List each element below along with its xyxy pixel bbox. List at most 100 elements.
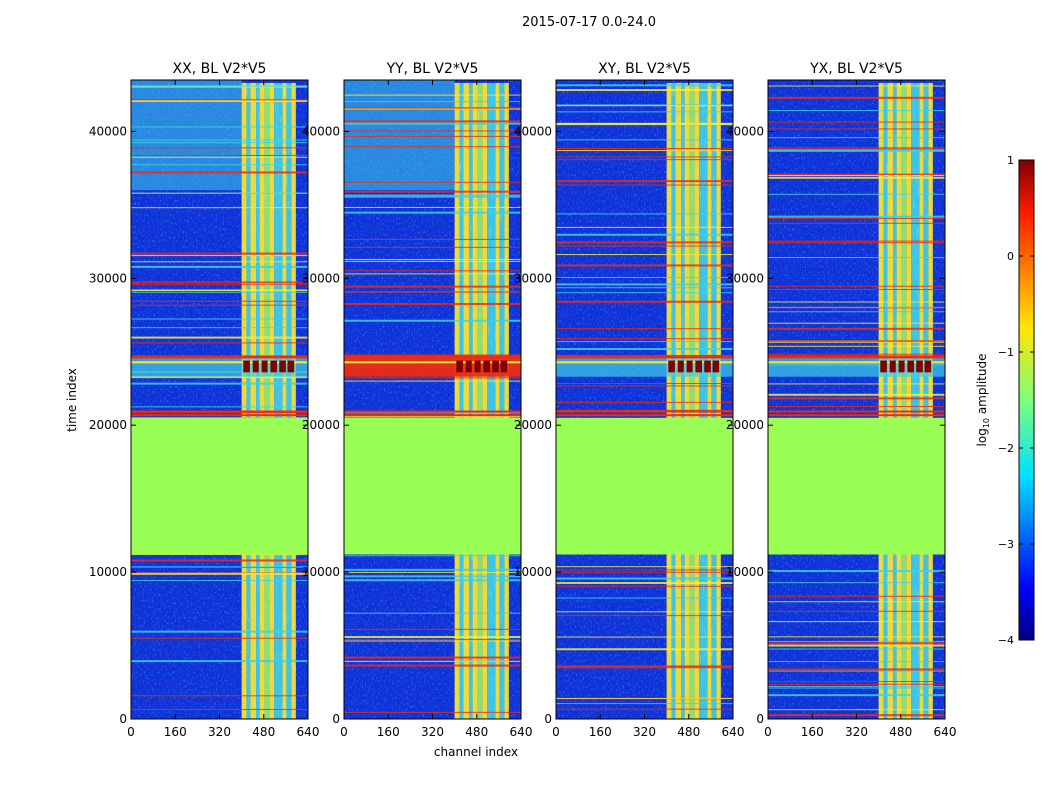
time-flag-line	[131, 100, 308, 103]
flare-edge-line	[768, 361, 945, 364]
time-flag-line	[131, 412, 308, 414]
flare-hotspot	[916, 360, 923, 373]
time-flag-line	[768, 176, 945, 179]
time-flag-line	[768, 215, 945, 218]
time-flag-line	[768, 148, 945, 150]
y-tick-label: 40000	[302, 124, 340, 138]
flare-hotspot	[924, 360, 932, 373]
time-flag-line	[131, 99, 308, 101]
time-flag-line	[556, 409, 733, 411]
time-flag-line	[344, 380, 521, 382]
time-flag-line	[131, 559, 308, 562]
rfi-texture	[666, 82, 722, 719]
time-flag-line	[768, 636, 945, 638]
y-tick-label: 0	[119, 712, 127, 726]
flag-edge-line	[344, 410, 521, 413]
time-flag-line	[768, 610, 945, 612]
time-flag-line	[768, 644, 945, 647]
x-tick-label: 320	[845, 725, 868, 739]
colorbar-label-sub: 10	[982, 418, 991, 428]
heatmap-panels: XX, BL V2*V5 0 160 320 480 640 0 10000 20000 3000…	[89, 61, 957, 739]
time-flag-line	[556, 636, 733, 638]
colorbar-tick-label: 1	[1007, 154, 1014, 167]
time-flag-line	[344, 108, 521, 110]
flare-edge-line	[768, 355, 945, 359]
time-flag-line	[556, 84, 733, 87]
time-flag-line	[768, 240, 945, 242]
time-flag-line	[131, 139, 308, 141]
time-flag-line	[131, 154, 308, 156]
y-tick-label: 0	[756, 712, 764, 726]
time-flag-line	[344, 258, 521, 260]
flare-hotspot	[889, 360, 896, 373]
colorbar-label-prefix: log	[975, 428, 989, 446]
time-flag-line	[131, 265, 308, 268]
y-tick-label: 10000	[726, 565, 764, 579]
y-tick-label: 40000	[89, 124, 127, 138]
time-flag-line	[131, 283, 308, 285]
time-flag-line	[344, 101, 521, 103]
flare-hotspot	[492, 360, 499, 373]
flag-edge-line	[768, 414, 945, 417]
rfi-texture	[241, 82, 297, 719]
x-tick-label: 160	[377, 725, 400, 739]
time-flag-line	[131, 327, 308, 329]
time-flag-line	[556, 703, 733, 705]
time-flag-line	[344, 181, 521, 183]
time-flag-line	[131, 290, 308, 292]
time-flag-line	[768, 595, 945, 597]
time-flag-line	[344, 130, 521, 132]
time-flag-line	[556, 566, 733, 568]
time-flag-line	[768, 174, 945, 176]
time-flag-line	[768, 222, 945, 224]
time-flag-line	[768, 601, 945, 603]
time-flag-line	[131, 342, 308, 344]
time-flag-line	[556, 184, 733, 186]
time-flag-line	[768, 582, 945, 584]
flag-edge-line	[556, 414, 733, 417]
x-axis-label: channel index	[434, 745, 518, 759]
time-flag-line	[344, 575, 521, 578]
time-flag-line	[556, 159, 733, 161]
time-flag-line	[556, 401, 733, 403]
panel-title: XX, BL V2*V5	[173, 61, 267, 77]
time-flag-line	[556, 300, 733, 303]
time-flag-line	[768, 709, 945, 711]
panel-title: YX, BL V2*V5	[809, 61, 903, 77]
panel-3: XY, BL V2*V5 0 160 320 480 640 0 10000 20000 3000…	[514, 61, 745, 739]
time-flag-line	[131, 147, 308, 149]
time-flag-line	[131, 554, 308, 556]
y-tick-label: 30000	[514, 271, 552, 285]
time-flag-line	[768, 668, 945, 671]
time-flag-line	[344, 555, 521, 557]
flare-hotspot	[704, 360, 711, 373]
time-flag-line	[131, 126, 308, 128]
time-flag-line	[344, 291, 521, 293]
colorbar-tick-label: −1	[998, 346, 1014, 359]
time-flag-line	[768, 110, 945, 112]
time-flag-line	[131, 318, 308, 320]
panel-image	[131, 80, 308, 719]
flag-edge-line	[131, 410, 308, 413]
time-flag-line	[768, 137, 945, 139]
flare-hotspot	[261, 360, 268, 373]
time-flag-line	[768, 681, 945, 683]
time-flag-line	[556, 708, 733, 710]
time-flag-line	[556, 341, 733, 343]
time-flag-line	[768, 353, 945, 355]
time-flag-line	[768, 301, 945, 303]
time-flag-line	[768, 173, 945, 176]
time-flag-line	[344, 579, 521, 582]
time-flag-line	[768, 397, 945, 400]
flag-edge-line	[131, 414, 308, 417]
y-tick-label: 10000	[514, 565, 552, 579]
time-flag-line	[344, 120, 521, 123]
flare-hotspot	[907, 360, 915, 373]
time-flag-line	[556, 264, 733, 267]
y-tick-label: 10000	[89, 565, 127, 579]
time-flag-line	[556, 597, 733, 599]
time-flag-line	[768, 217, 945, 219]
time-flag-line	[344, 628, 521, 630]
time-flag-line	[768, 96, 945, 99]
time-flag-line	[344, 273, 521, 275]
